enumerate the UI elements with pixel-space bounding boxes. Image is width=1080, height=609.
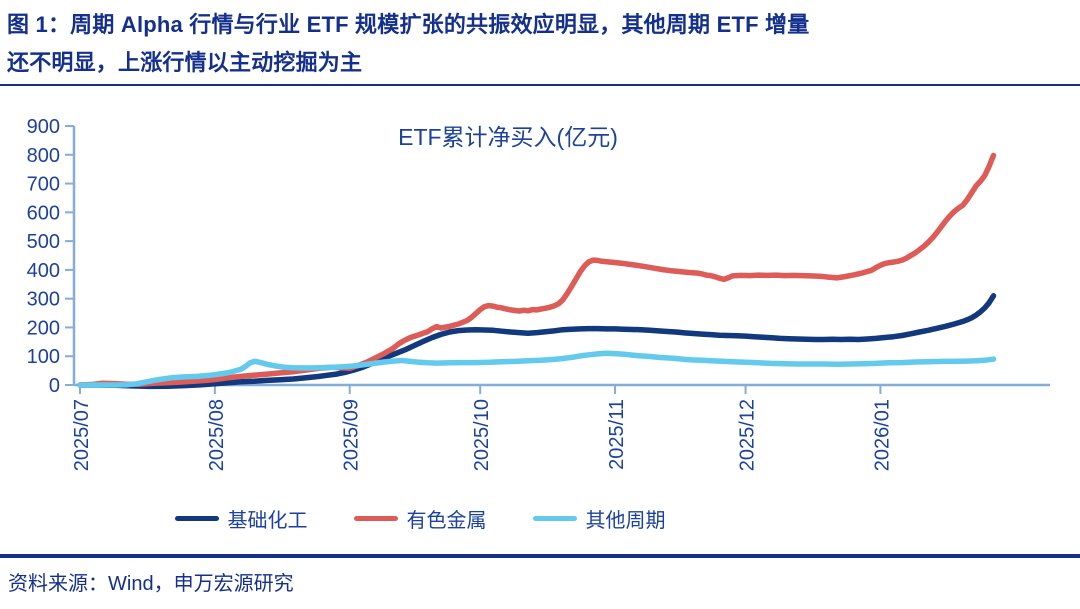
y-axis-tick-label: 600 bbox=[27, 202, 60, 224]
legend-label-chemicals: 基础化工 bbox=[227, 510, 308, 532]
legend-swatch-other-cyclical bbox=[532, 516, 577, 521]
chart-title: ETF累计净买入(亿元) bbox=[398, 124, 618, 150]
y-axis-tick-label: 500 bbox=[27, 231, 60, 253]
legend-item-nonferrous: 有色金属 bbox=[353, 504, 487, 533]
etf-cumulative-net-buy-chart: 0 100 200 300 400 500 600 700 800 900 2025/07 2025/… bbox=[27, 116, 1050, 471]
legend-item-other-cyclical: 其他周期 bbox=[532, 504, 666, 533]
y-axis-tick-label: 100 bbox=[27, 346, 60, 368]
bottom-divider bbox=[0, 554, 1080, 558]
legend-swatch-nonferrous bbox=[353, 516, 398, 521]
legend-item-chemicals: 基础化工 bbox=[174, 504, 308, 533]
figure-title-line1: 图 1：周期 Alpha 行情与行业 ETF 规模扩张的共振效应明显，其他周期 … bbox=[7, 12, 810, 37]
series-line-basic-chemicals bbox=[77, 293, 997, 390]
y-axis-tick-label: 900 bbox=[27, 116, 60, 138]
series-line-nonferrous-metals bbox=[77, 152, 997, 388]
chart-legend: 基础化工 有色金属 其他周期 bbox=[0, 504, 840, 533]
x-axis-tick-label: 2025/07 bbox=[71, 399, 93, 471]
legend-label-other-cyclical: 其他周期 bbox=[585, 510, 666, 532]
figure-title: 图 1：周期 Alpha 行情与行业 ETF 规模扩张的共振效应明显，其他周期 … bbox=[7, 6, 1067, 82]
source-note: 资料来源：Wind，申万宏源研究 bbox=[8, 573, 294, 595]
legend-label-nonferrous: 有色金属 bbox=[406, 510, 487, 532]
chart-axes: 0 100 200 300 400 500 600 700 800 900 2025/07 2025/… bbox=[27, 116, 1050, 471]
x-axis-tick-label: 2025/12 bbox=[737, 399, 759, 471]
x-axis-tick-label: 2025/08 bbox=[206, 399, 228, 471]
y-axis-tick-label: 700 bbox=[27, 174, 60, 196]
figure-title-line2: 还不明显，上涨行情以主动挖掘为主 bbox=[7, 50, 363, 75]
x-axis-tick-label: 2025/11 bbox=[606, 399, 628, 470]
title-divider bbox=[0, 84, 1080, 86]
x-axis-tick-label: 2026/01 bbox=[871, 399, 893, 471]
y-axis-tick-label: 400 bbox=[27, 260, 60, 282]
y-axis-tick-label: 300 bbox=[27, 289, 60, 311]
y-axis-tick-label: 200 bbox=[27, 317, 60, 339]
legend-swatch-chemicals bbox=[174, 516, 219, 521]
y-axis-tick-label: 0 bbox=[49, 375, 60, 397]
x-axis-tick-label: 2025/09 bbox=[341, 399, 363, 471]
series-line-other-cyclical bbox=[77, 350, 997, 388]
y-axis-tick-label: 800 bbox=[27, 145, 60, 167]
x-axis-tick-label: 2025/10 bbox=[471, 399, 493, 471]
